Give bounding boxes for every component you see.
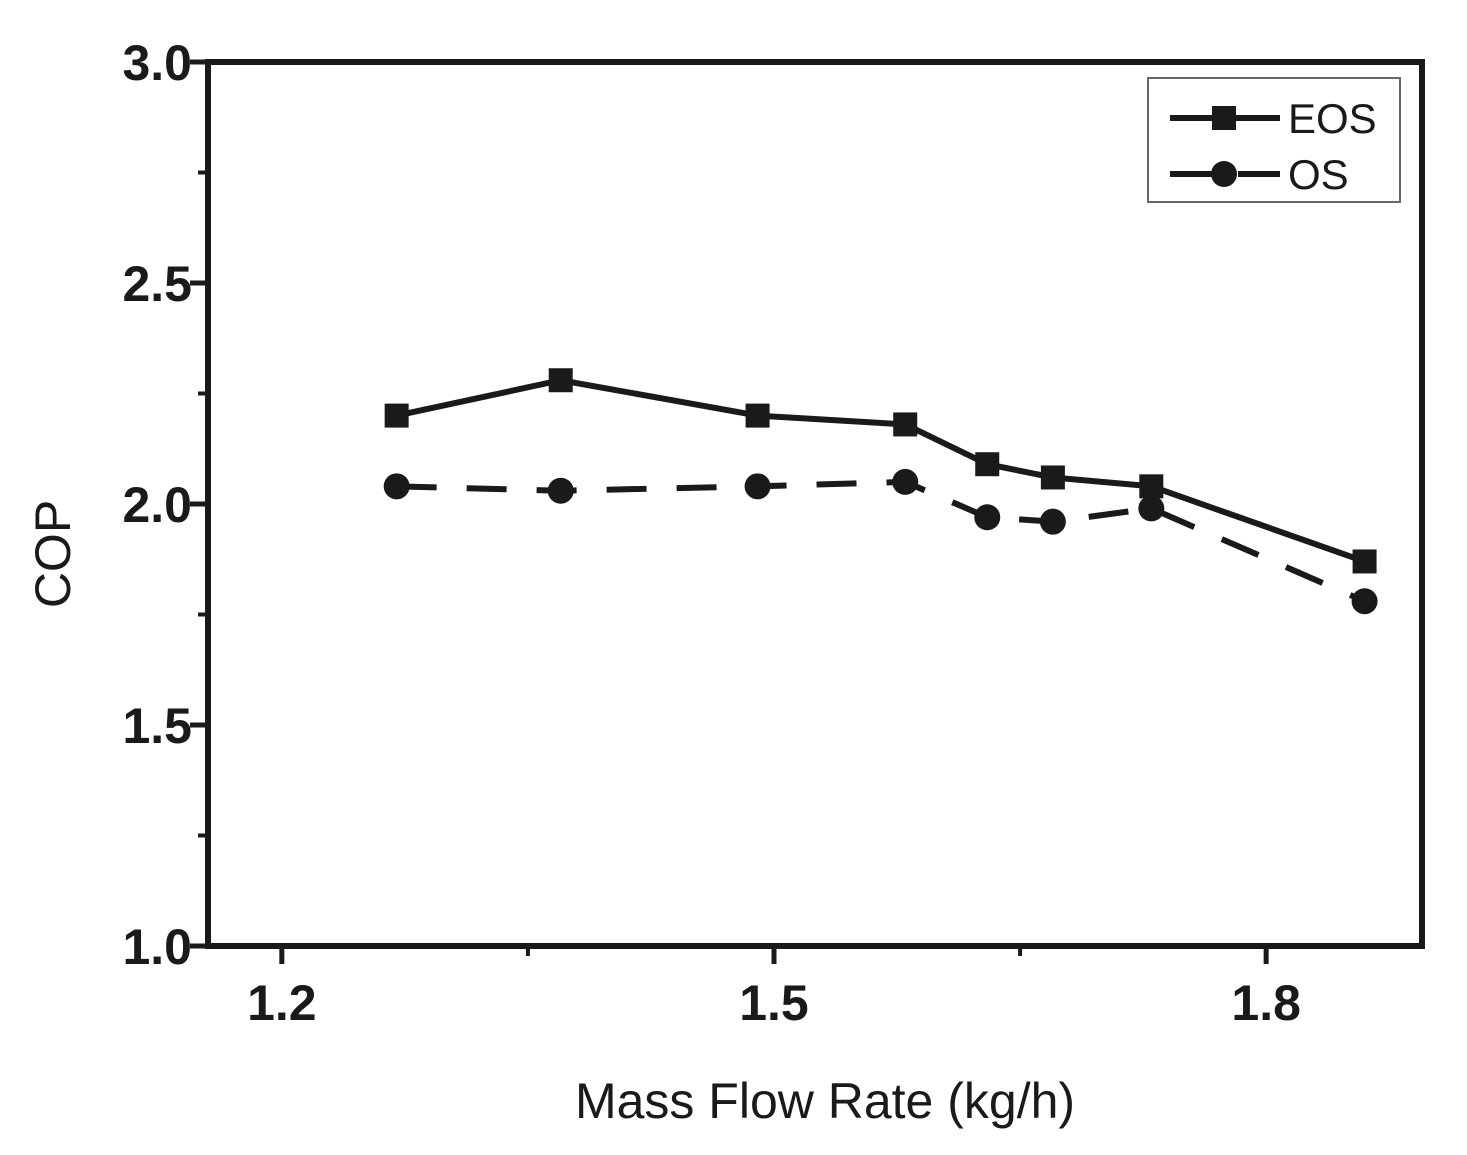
y-tick-label: 1.0: [122, 919, 192, 975]
x-tick-label: 1.2: [247, 975, 317, 1031]
x-tick-labels: 1.2 1.5 1.8: [247, 975, 1301, 1031]
legend-label-eos: EOS: [1288, 95, 1377, 142]
data-point-os: [547, 477, 574, 504]
x-tick-label: 1.8: [1231, 975, 1301, 1031]
legend: EOS OS: [1147, 77, 1401, 203]
y-tick-label: 1.5: [122, 698, 192, 754]
data-point-eos: [745, 403, 770, 428]
data-point-os: [383, 473, 410, 500]
data-point-eos: [975, 452, 1000, 477]
y-tick-label: 3.0: [122, 35, 192, 91]
y-tick-label: 2.0: [122, 477, 192, 533]
series-layer: [383, 368, 1378, 615]
data-point-eos: [1139, 474, 1164, 499]
legend-item-os: OS: [1170, 151, 1349, 198]
data-point-eos: [548, 368, 573, 393]
legend-marker-os: [1211, 161, 1237, 187]
series-eos: [384, 368, 1377, 574]
data-point-eos: [1352, 549, 1377, 574]
y-tick-labels: 1.0 1.5 2.0 2.5 3.0: [122, 35, 192, 975]
x-tick-label: 1.5: [739, 975, 809, 1031]
data-point-eos: [893, 412, 918, 437]
data-point-os: [1138, 495, 1165, 522]
data-point-os: [974, 504, 1001, 531]
legend-box: [1147, 77, 1401, 203]
data-point-eos: [1040, 465, 1065, 490]
legend-label-os: OS: [1288, 151, 1349, 198]
legend-marker-eos: [1212, 106, 1236, 130]
data-point-os: [1039, 508, 1066, 535]
series-line-eos: [396, 377, 1366, 565]
plot-frame: [205, 59, 1425, 949]
data-point-os: [892, 468, 919, 495]
y-tick-label: 2.5: [122, 256, 192, 312]
data-point-eos: [384, 403, 409, 428]
data-point-os: [1351, 588, 1378, 615]
series-os: [383, 468, 1378, 615]
legend-item-eos: EOS: [1170, 95, 1377, 142]
data-point-os: [744, 473, 771, 500]
x-axis-title: Mass Flow Rate (kg/h): [575, 1073, 1075, 1129]
legend-items: EOS OS: [1170, 95, 1377, 198]
y-axis-title: COP: [25, 500, 81, 608]
series-line-os: [396, 478, 1366, 604]
